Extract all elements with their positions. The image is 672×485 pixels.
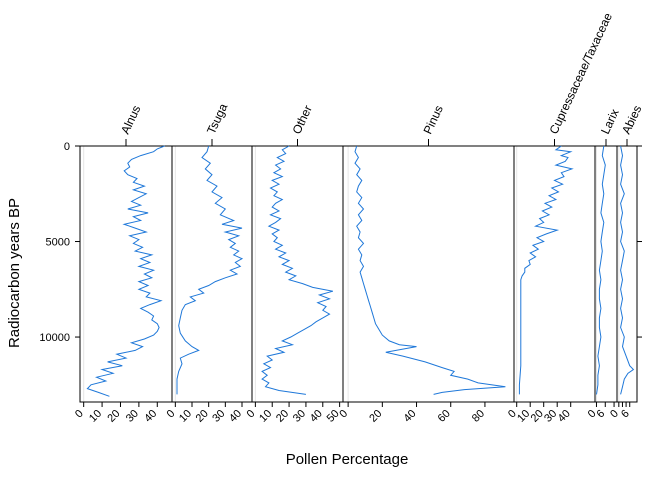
y-axis-title: Radiocarbon years BP <box>6 198 23 348</box>
panel-tsuga: 0 10 20 30 40 Tsuga <box>165 101 253 425</box>
y-tick-label: 0 <box>64 141 70 153</box>
x-tick-label-other: 10 <box>257 408 274 425</box>
panel-label-tsuga: Tsuga <box>204 101 230 136</box>
panel-frame-cupressaceae-taxaceae <box>513 145 596 403</box>
series-line-alnus <box>86 145 165 397</box>
panel-frame-pinus <box>342 145 515 403</box>
panel-frame-alnus <box>79 145 173 403</box>
x-tick-label-pinus: 80 <box>470 408 487 425</box>
y-axis: 0 5000 10000 <box>39 141 642 344</box>
panel-pinus: 0 20 40 60 80 Pinus <box>337 103 515 425</box>
panel-label-abies: Abies <box>619 103 644 136</box>
panel-label-other: Other <box>290 103 315 136</box>
x-tick-label-other: 0 <box>245 408 258 421</box>
x-tick-label-alnus: 20 <box>105 408 122 425</box>
x-tick-label-alnus: 40 <box>142 408 159 425</box>
x-tick-label-pinus: 40 <box>402 408 419 425</box>
x-tick-label-abies: 6 <box>619 408 632 421</box>
series-line-tsuga <box>176 145 244 395</box>
x-axis-title: Pollen Percentage <box>286 451 409 468</box>
x-tick-label-larix: 6 <box>595 408 608 421</box>
x-tick-label-other: 30 <box>291 408 308 425</box>
y-tick-label: 10000 <box>39 332 70 344</box>
x-tick-label-tsuga: 10 <box>177 408 194 425</box>
series-line-cupressaceae-taxaceae <box>518 145 574 395</box>
panel-frame-other <box>251 145 344 403</box>
series-line-abies <box>620 145 635 395</box>
x-tick-label-tsuga: 40 <box>227 408 244 425</box>
panel-abies: 06 Abies <box>608 103 644 420</box>
x-tick-label-pinus: 0 <box>337 408 350 421</box>
x-tick-label-tsuga: 0 <box>165 408 178 421</box>
x-tick-label-cupressaceae-taxaceae: 40 <box>556 408 573 425</box>
panel-larix: 06 Larix <box>586 107 622 421</box>
panel-alnus: 0 10 20 30 40 Alnus <box>73 103 173 425</box>
x-tick-label-alnus: 0 <box>73 408 86 421</box>
y-tick-label: 5000 <box>46 237 70 249</box>
series-line-other <box>261 145 334 395</box>
x-tick-label-abies: 0 <box>608 408 621 421</box>
panel-frame-larix <box>594 145 618 403</box>
x-tick-label-alnus: 10 <box>87 408 104 425</box>
x-tick-label-tsuga: 30 <box>210 408 227 425</box>
x-tick-label-pinus: 60 <box>436 408 453 425</box>
series-line-larix <box>596 145 606 395</box>
panel-label-pinus: Pinus <box>421 103 446 136</box>
x-tick-label-other: 20 <box>274 408 291 425</box>
panel-frame-tsuga <box>171 145 253 403</box>
panel-label-larix: Larix <box>598 107 622 136</box>
series-line-pinus <box>354 145 506 395</box>
x-tick-label-pinus: 20 <box>367 408 384 425</box>
panel-label-alnus: Alnus <box>118 103 143 136</box>
panel-frame-abies <box>616 145 638 403</box>
x-tick-label-tsuga: 20 <box>194 408 211 425</box>
x-tick-label-other: 40 <box>308 408 325 425</box>
x-tick-label-alnus: 30 <box>124 408 141 425</box>
